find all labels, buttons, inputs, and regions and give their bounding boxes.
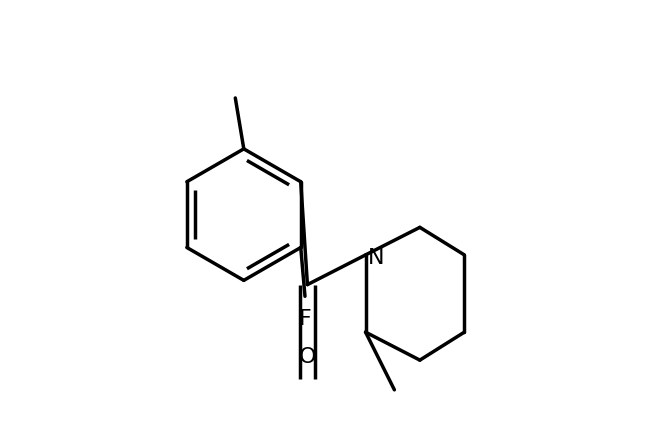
Text: N: N (368, 248, 385, 268)
Text: F: F (299, 308, 312, 328)
Text: O: O (299, 346, 316, 366)
